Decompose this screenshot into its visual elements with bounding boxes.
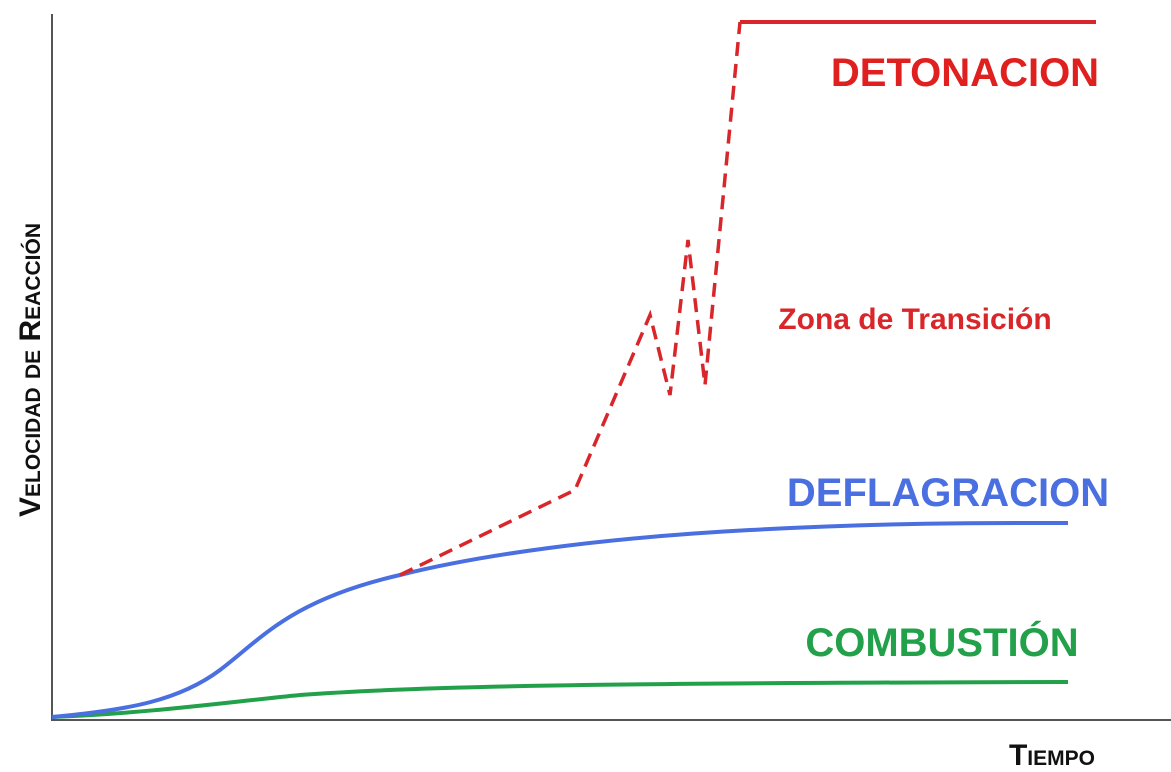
deflagration-label: DEFLAGRACION	[787, 471, 1109, 515]
deflagration-curve	[51, 520, 1069, 719]
y-axis-label: Velocidad de Reacción	[14, 223, 47, 517]
transition-label: Zona de Transición	[778, 303, 1051, 336]
detonation-label: DETONACION	[831, 51, 1099, 95]
combustion-curve	[51, 680, 1069, 719]
combustion-label: COMBUSTIÓN	[805, 619, 1078, 665]
transition-curve	[399, 21, 742, 577]
x-axis-label: Tiempo	[1009, 739, 1095, 772]
